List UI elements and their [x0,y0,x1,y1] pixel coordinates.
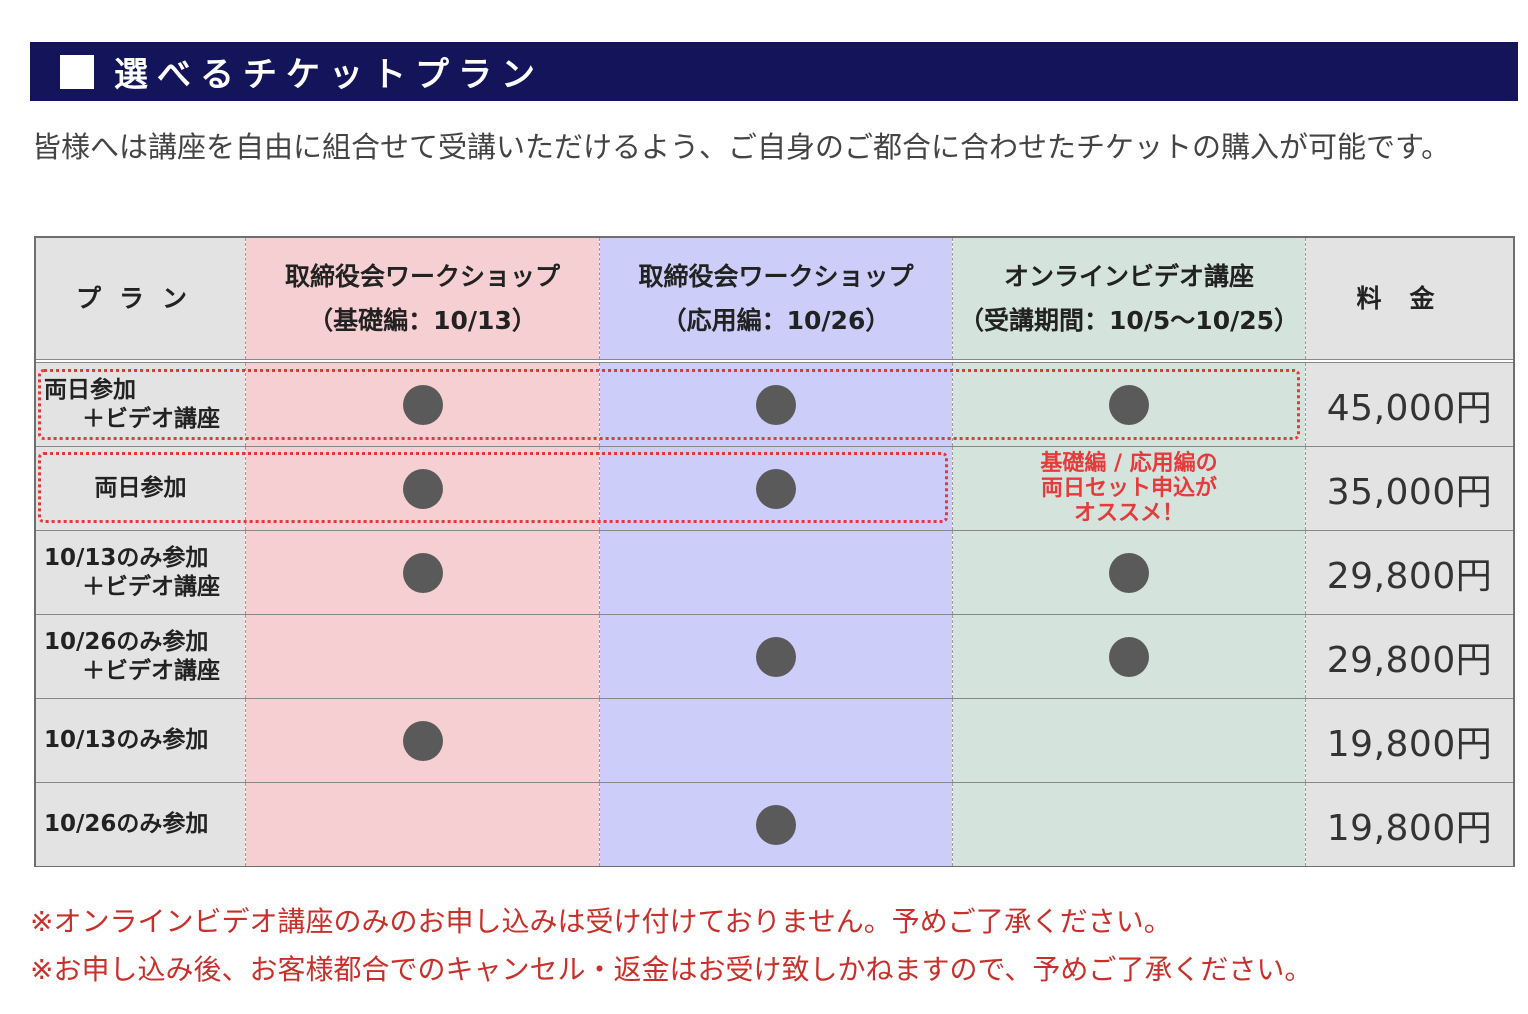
table-row: 10/26のみ参加 19,800円 [36,782,1513,866]
basic-cell [245,530,600,615]
price-value: 35,000円 [1326,471,1493,513]
recommendation-note: 基礎編 / 応用編の 両日セット申込が オススメ！ [1040,451,1218,526]
basic-cell [245,446,600,531]
applied-cell [599,698,953,783]
applied-cell [599,361,953,447]
plan-name-line2: ＋ビデオ講座 [82,573,220,600]
plan-cell: 両日参加 ＋ビデオ講座 [36,361,246,447]
included-dot-icon [1109,636,1149,677]
header-basic-line2: （基礎編：10/13） [308,305,537,335]
plan-cell: 10/13のみ参加 [36,698,246,783]
basic-cell [245,361,600,447]
price-cell: 29,800円 [1305,530,1513,615]
plan-name-line2: ＋ビデオ講座 [82,405,220,432]
included-dot-icon [402,468,443,509]
included-dot-icon [756,636,796,677]
price-cell: 19,800円 [1305,782,1513,866]
applied-cell [599,530,953,615]
included-dot-icon [756,468,796,509]
included-dot-icon [756,384,796,425]
price-value: 45,000円 [1326,387,1493,429]
applied-cell [599,782,953,866]
basic-cell [245,698,600,783]
video-cell: 基礎編 / 応用編の 両日セット申込が オススメ！ [952,446,1306,531]
basic-cell [245,614,600,699]
included-dot-icon [402,720,443,761]
basic-cell [245,782,600,866]
header-applied-line2: （応用編：10/26） [661,305,891,335]
included-dot-icon [1109,384,1149,425]
video-cell [952,530,1306,615]
header-online-video: オンラインビデオ講座 （受講期間：10/5～10/25） [952,238,1306,363]
plan-cell: 10/13のみ参加 ＋ビデオ講座 [36,530,246,615]
table-row: 10/26のみ参加 ＋ビデオ講座 29,800円 [36,614,1513,699]
price-cell: 35,000円 [1305,446,1513,531]
plan-name-line1: 10/13のみ参加 [44,727,209,753]
included-dot-icon [756,804,796,845]
included-dot-icon [1109,552,1149,593]
header-basic-line1: 取締役会ワークショップ [284,261,560,291]
price-cell: 29,800円 [1305,614,1513,699]
price-value: 19,800円 [1326,723,1493,765]
plan-name-line1: 両日参加 [94,475,187,501]
table-row: 10/13のみ参加 ＋ビデオ講座 29,800円 [36,530,1513,615]
video-cell [952,614,1306,699]
video-cell [952,782,1306,866]
header-video-line2: （受講期間：10/5～10/25） [958,305,1300,335]
included-dot-icon [402,552,443,593]
header-plan: プラン [36,238,246,363]
table-row: 両日参加 ＋ビデオ講座 45,000円 [36,361,1513,447]
plan-name-line1: 両日参加 [44,376,136,403]
price-value: 29,800円 [1326,639,1493,681]
intro-text: 皆様へは講座を自由に組合せて受講いただけるよう、ご自身のご都合に合わせたチケット… [32,130,1451,164]
included-dot-icon [402,384,443,425]
header-basic-workshop: 取締役会ワークショップ （基礎編：10/13） [245,238,600,363]
video-cell [952,361,1306,447]
video-cell [952,698,1306,783]
table-row: 10/13のみ参加 19,800円 [36,698,1513,783]
plan-cell: 10/26のみ参加 [36,782,246,866]
price-cell: 45,000円 [1305,361,1513,447]
plan-name-line1: 10/26のみ参加 [44,811,209,837]
table-row: 両日参加 基礎編 / 応用編の 両日セット申込が オススメ！ 35,000円 [36,446,1513,531]
square-bullet-icon [60,54,94,89]
applied-cell [599,446,953,531]
header-video-line1: オンラインビデオ講座 [1003,261,1254,291]
table-header-row: プラン 取締役会ワークショップ （基礎編：10/13） 取締役会ワークショップ … [36,238,1513,363]
note-cancellation: ※お申し込み後、お客様都合でのキャンセル・返金はお受け致しかねますので、予めご了… [30,953,1313,986]
ticket-plan-table: プラン 取締役会ワークショップ （基礎編：10/13） 取締役会ワークショップ … [34,236,1515,867]
price-value: 19,800円 [1326,807,1493,849]
plan-name-line1: 10/26のみ参加 [44,628,209,655]
header-applied-workshop: 取締役会ワークショップ （応用編：10/26） [599,238,953,363]
applied-cell [599,614,953,699]
price-cell: 19,800円 [1305,698,1513,783]
plan-cell: 両日参加 [36,446,246,531]
section-title: 選べるチケットプラン [114,55,544,95]
section-header: 選べるチケットプラン [30,42,1518,101]
plan-name-line1: 10/13のみ参加 [44,544,209,571]
note-video-only: ※オンラインビデオ講座のみのお申し込みは受け付けておりません。予めご了承ください… [30,905,1172,938]
plan-cell: 10/26のみ参加 ＋ビデオ講座 [36,614,246,699]
header-price: 料金 [1305,238,1513,363]
plan-name-line2: ＋ビデオ講座 [82,657,220,684]
header-applied-line1: 取締役会ワークショップ [638,261,914,291]
price-value: 29,800円 [1326,555,1493,597]
